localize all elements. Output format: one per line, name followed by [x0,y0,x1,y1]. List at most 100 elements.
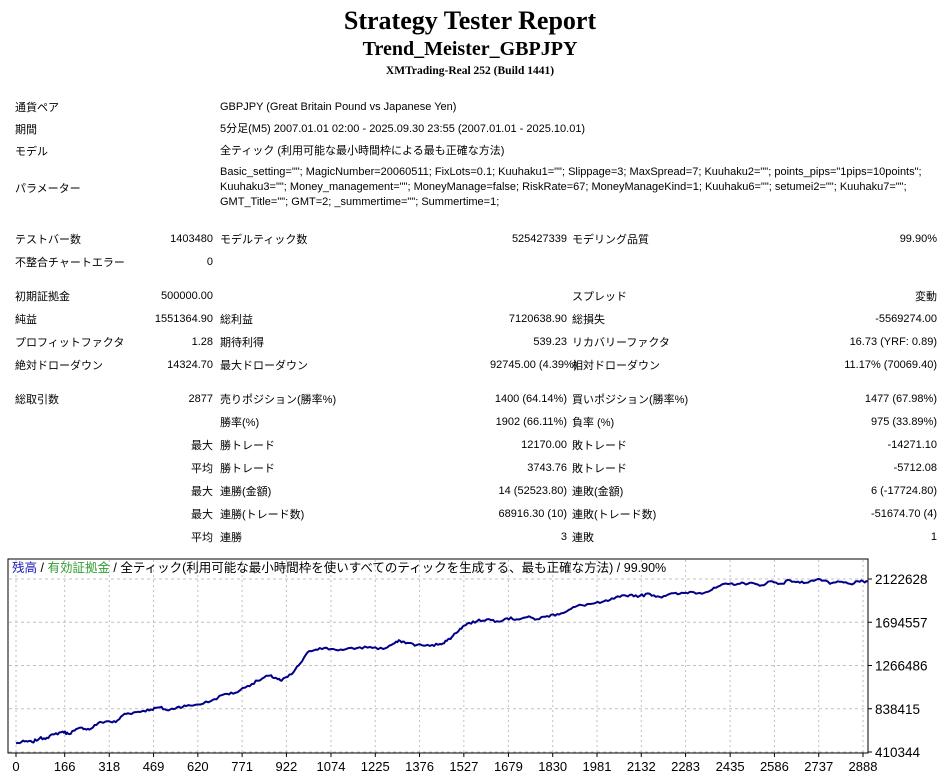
stat-label: モデルティック数 [220,233,308,246]
x-axis-label: 1679 [494,759,523,774]
stat-label [15,479,135,502]
stat-value: 12170.00 [521,438,567,451]
stat-label: 勝率(%) [220,416,260,429]
stat-label [15,456,135,479]
stat-label: 売りポジション(勝率%) [220,393,337,406]
stat-label: 連勝(トレード数) [220,508,305,521]
stat-value [135,410,213,433]
x-axis-label: 2737 [804,759,833,774]
stat-label: 敗トレード [572,462,627,475]
stat-value: 11.17% (70069.40) [844,358,937,371]
stat-label [15,433,135,456]
stat-label: 勝トレード [220,439,275,452]
stats-row: 平均 勝トレード 3743.76 敗トレード -5712.08 [15,456,937,479]
y-axis-label: 1266486 [875,659,928,674]
x-axis-label: 2888 [849,759,878,774]
stat-value: 99.90% [899,232,937,245]
page-title: Strategy Tester Report [343,6,597,35]
stat-label: モデリング品質 [572,233,649,246]
stat-value: 68916.30 (10) [498,507,568,520]
stat-value: 1.28 [191,335,213,348]
stat-value: 1551364.90 [154,312,213,325]
info-row-label: 通貨ペア [15,102,59,114]
stat-value: 変動 [915,290,937,303]
info-row-label: モデル [15,146,48,158]
stat-label [567,250,822,273]
stat-value: 14 (52523.80) [498,484,568,497]
stat-value: 14324.70 [167,358,213,371]
x-axis-label: 1830 [538,759,567,774]
stat-label: 勝トレード [220,462,275,475]
info-row-value: GBPJPY (Great Britain Pound vs Japanese … [220,100,457,113]
stat-label: 連勝 [220,531,242,544]
y-axis-label: 2122628 [875,572,928,587]
equity-chart: 0 166 318 469 620 771 922 1074 1225 1376 1527 1679 1… [7,558,928,774]
stat-value: 525427339 [511,232,567,245]
report-tables: 通貨ペア GBPJPY (Great Britain Pound vs Japan… [15,96,937,548]
stats-row: 最大 連勝(金額) 14 (52523.80) 連敗(金額) 6 (-17724.80) [15,479,937,502]
equity-chart-container: 0 166 318 469 620 771 922 1074 1225 1376 1527 1679 1… [0,553,940,778]
x-axis-label: 166 [54,759,76,774]
test-stats-table: テストバー数 1403480 モデルティック数 525427339 モデリング品質 99.… [15,227,937,548]
stats-row: 絶対ドローダウン 14324.70 最大ドローダウン 92745.00 (4.39%)… [15,353,937,376]
stat-value: 1902 (66.11%) [495,415,567,428]
report-header: Strategy Tester Report Trend_Meister_GBP… [0,0,940,78]
chart-border [7,558,869,754]
stat-label: プロフィットファクタ [15,336,125,349]
stat-label: 期待利得 [220,336,264,349]
stat-label: リカバリーファクタ [572,336,670,349]
x-axis-label: 2283 [671,759,700,774]
stat-label: 連敗(金額) [572,485,624,498]
stats-row: テストバー数 1403480 モデルティック数 525427339 モデリング品質 99.… [15,227,937,250]
stat-label: 絶対ドローダウン [15,359,103,372]
stat-value: 平均 [191,462,213,475]
stat-label: 連敗(トレード数) [572,508,657,521]
stats-row: 勝率(%) 1902 (66.11%) 負率 (%) 975 (33.89%) [15,410,937,433]
stat-value: 最大 [191,508,213,521]
stat-value: 7120638.90 [508,312,567,325]
stat-label: 不整合チャートエラー [15,256,125,269]
stat-value: -51674.70 (4) [870,507,937,520]
stat-value: 最大 [191,485,213,498]
stat-value: 92745.00 (4.39%) [490,358,578,371]
stats-row: 不整合チャートエラー 0 [15,250,937,273]
stat-label: 負率 (%) [572,416,615,429]
x-axis-label: 771 [231,759,253,774]
stat-label: テストバー数 [15,233,81,246]
info-row-value: 全ティック (利用可能な最小時間枠による最も正確な方法) [220,144,505,157]
server-build-label: XMTrading-Real 252 (Build 1441) [385,65,555,77]
stat-label: 総損失 [572,313,605,326]
stat-label [15,525,135,548]
test-info-table: 通貨ペア GBPJPY (Great Britain Pound vs Japan… [15,96,925,213]
stat-value: 6 (-17724.80) [870,484,937,497]
stat-label: 最大ドローダウン [220,359,308,372]
stat-label: 純益 [15,313,37,326]
stat-value [822,250,937,273]
stat-value: 0 [206,255,213,268]
stat-value: -14271.10 [887,438,937,451]
stat-value: 2877 [188,392,213,405]
stat-label: 敗トレード [572,439,627,452]
stat-label: 連敗 [572,531,594,544]
stat-label: 総取引数 [15,393,59,406]
stat-value: 1477 (67.98%) [864,392,937,405]
x-axis-label: 2586 [760,759,789,774]
stats-row: 平均 連勝 3 連敗 1 [15,525,937,548]
stat-label: スプレッド [572,290,627,303]
stats-row: プロフィットファクタ 1.28 期待利得 539.23 リカバリーファクタ 16.73 (… [15,330,937,353]
x-axis-label: 318 [98,759,120,774]
stat-label: 相対ドローダウン [572,359,660,372]
info-row: 期間 5分足(M5) 2007.01.01 02:00 - 2025.09.30 … [15,118,925,140]
x-axis-label: 1527 [449,759,478,774]
x-axis-label: 469 [143,759,165,774]
y-axis-label: 838415 [875,702,920,717]
stat-label: 初期証拠金 [15,290,70,303]
stat-value: 500000.00 [161,289,213,302]
chart-legend: 残高 / 有効証拠金 / 全ティック(利用可能な最小時間枠を使いすべてのティック… [12,560,666,575]
stat-label: 買いポジション(勝率%) [572,393,689,406]
stat-value: 最大 [191,439,213,452]
stat-value: 975 (33.89%) [870,415,937,428]
info-row-label: 期間 [15,124,37,136]
stats-row: 最大 連勝(トレード数) 68916.30 (10) 連敗(トレード数) -51674.… [15,502,937,525]
